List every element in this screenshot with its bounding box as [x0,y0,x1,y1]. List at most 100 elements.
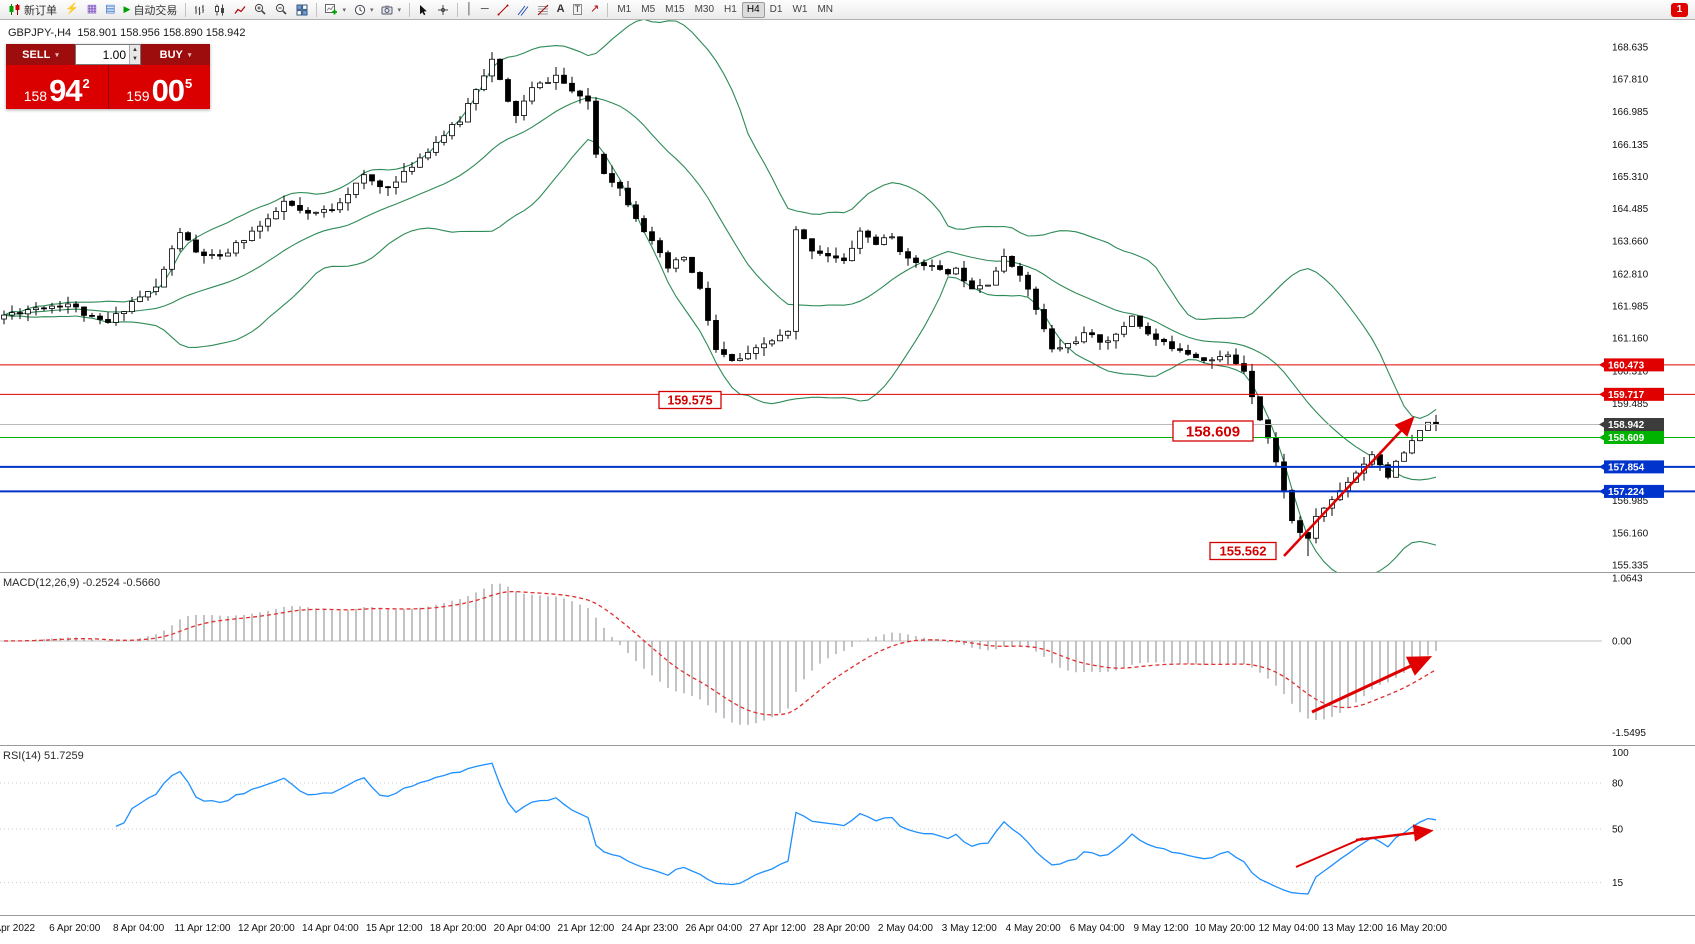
toolbar-separator [316,2,318,17]
quotes-button[interactable]: ⚡ [61,1,83,18]
svg-text:13 May 12:00: 13 May 12:00 [1322,923,1383,934]
chevron-down-icon[interactable]: ▼ [130,54,140,64]
chart-title: GBPJPY-,H4 158.901 158.956 158.890 158.9… [8,27,246,39]
zoom-out-button[interactable] [271,1,292,18]
toolbar-separator [607,2,609,17]
price-tag-157.224: 157.224 [1599,484,1664,498]
svg-text:160.473: 160.473 [1608,360,1645,371]
svg-text:16 May 20:00: 16 May 20:00 [1386,923,1447,934]
label-tool-button[interactable]: T [569,1,587,18]
crosshair-tool-button[interactable] [433,1,453,18]
chevron-up-icon[interactable]: ▲ [130,45,140,55]
svg-text:165.310: 165.310 [1612,172,1649,183]
period-button[interactable]: ▾ [350,1,378,18]
bar-chart-mode-button[interactable] [190,1,210,18]
buy-price-button[interactable]: 159 00 5 [109,65,211,109]
template-button[interactable]: ▾ [377,1,405,18]
volume-input[interactable]: 1.00 ▲ ▼ [75,44,141,65]
bollinger-bands [3,20,1437,572]
buy-price-prefix: 159 [126,87,150,104]
sell-price-button[interactable]: 158 94 2 [6,65,109,109]
candles[interactable] [1,52,1439,557]
sell-price-big: 94 [49,72,82,108]
svg-text:163.660: 163.660 [1612,236,1649,247]
new-order-button[interactable]: 新订单 [4,1,61,18]
candlestick-mode-button[interactable] [210,1,230,18]
line-chart-icon [234,5,246,14]
svg-text:6 Apr 20:00: 6 Apr 20:00 [49,923,101,934]
line-chart-mode-button[interactable] [230,1,250,18]
channel-tool-button[interactable] [513,1,533,18]
ohlc-values: 158.901 158.956 158.890 158.942 [77,27,246,39]
trendline-tool-button[interactable] [493,1,513,18]
text-tool-button[interactable]: A [553,1,569,18]
svg-text:161.985: 161.985 [1612,301,1649,312]
horizontal-line-tool-button[interactable]: ─ [477,1,493,18]
tf-m30-button[interactable]: M30 [694,4,715,15]
one-click-trading-panel: SELL ▾ 1.00 ▲ ▼ BUY ▾ 158 94 2 159 00 5 [6,44,210,109]
autotrading-label: 自动交易 [133,4,178,17]
channel-icon [517,5,529,16]
arrows-tool-button[interactable]: ↗ [586,1,603,18]
tf-mn-button[interactable]: MN [817,4,833,15]
tf-h4-button[interactable]: H4 [741,1,765,18]
svg-text:100: 100 [1612,748,1629,759]
notification-badge[interactable]: 1 [1671,2,1688,17]
cursor-tool-button[interactable] [414,1,433,18]
tf-h1-button[interactable]: H1 [724,4,737,15]
new-chart-icon [325,4,338,15]
trend-arrow[interactable] [1283,416,1415,557]
volume-stepper[interactable]: ▲ ▼ [129,45,140,64]
navigator-button[interactable]: ▤ [101,1,119,18]
candlestick-icon [215,4,225,15]
trend-arrow[interactable] [1355,824,1434,842]
svg-text:15 Apr 12:00: 15 Apr 12:00 [366,923,423,934]
svg-text:12 Apr 20:00: 12 Apr 20:00 [238,923,295,934]
cursor-icon [419,4,427,15]
svg-text:158.609: 158.609 [1608,433,1645,444]
svg-text:-1.5495: -1.5495 [1612,728,1646,739]
price-annotation[interactable]: 155.562 [1209,541,1277,561]
svg-text:14 Apr 04:00: 14 Apr 04:00 [302,923,359,934]
sell-button[interactable]: SELL ▾ [6,44,75,65]
svg-text:159.485: 159.485 [1612,399,1649,410]
fibonacci-tool-button[interactable] [533,1,553,18]
zoom-in-button[interactable] [250,1,271,18]
trend-arrow[interactable] [1311,656,1433,714]
svg-text:157.854: 157.854 [1608,462,1645,473]
price-annotation[interactable]: 158.609 [1172,420,1254,442]
tf-m15-button[interactable]: M15 [665,4,685,15]
svg-text:156.160: 156.160 [1612,528,1649,539]
zoom-out-icon [276,3,288,15]
svg-text:158.609: 158.609 [1186,423,1240,440]
market-watch-button[interactable]: ▦ [83,1,101,18]
trend-arrow[interactable] [1295,837,1364,868]
svg-text:26 Apr 04:00: 26 Apr 04:00 [685,923,742,934]
svg-text:11 Apr 12:00: 11 Apr 12:00 [175,923,231,934]
tf-m5-button[interactable]: M5 [641,4,656,15]
svg-text:156.985: 156.985 [1612,496,1649,507]
clock-icon [354,4,366,15]
tile-windows-button[interactable] [292,1,312,18]
tf-w1-button[interactable]: W1 [792,4,808,15]
price-tag-160.473: 160.473 [1599,358,1664,372]
new-chart-button[interactable]: ▾ [321,1,350,18]
svg-text:159.575: 159.575 [667,394,712,408]
svg-text:160.310: 160.310 [1612,367,1649,378]
price-annotation[interactable]: 159.575 [658,390,722,410]
svg-text:0.00: 0.00 [1612,637,1632,648]
vertical-line-tool-button[interactable]: │ [462,1,477,18]
buy-button[interactable]: BUY ▾ [141,44,210,65]
tf-m1-button[interactable]: M1 [617,4,632,15]
market-watch-icon: ▦ [86,3,98,15]
tf-d1-button[interactable]: D1 [769,4,783,15]
price-tag-158.942: 158.942 [1599,418,1664,432]
svg-text:162.810: 162.810 [1612,269,1649,280]
chevron-down-icon: ▾ [397,6,401,14]
autotrading-button[interactable]: ▶ 自动交易 [120,1,182,18]
svg-text:158.942: 158.942 [1608,420,1645,431]
svg-text:80: 80 [1612,779,1624,790]
svg-text:1.0643: 1.0643 [1612,573,1643,584]
svg-text:155.562: 155.562 [1220,544,1267,559]
